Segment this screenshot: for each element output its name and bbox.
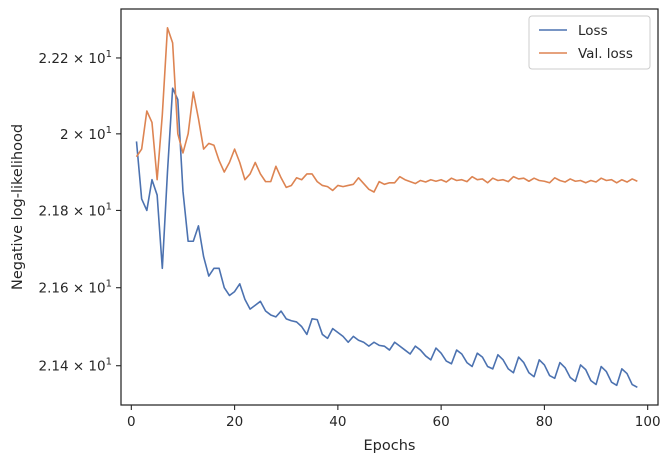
x-tick-label: 40 xyxy=(329,414,346,430)
y-tick-label: 2.14 × 101 xyxy=(38,357,112,375)
x-axis-label: Epochs xyxy=(364,438,416,454)
plot-frame xyxy=(120,8,659,406)
legend-label-val-loss: Val. loss xyxy=(578,46,633,62)
x-axis: 0 20 40 60 80 100 xyxy=(127,405,661,430)
y-tick-label: 2 × 101 xyxy=(60,125,112,143)
y-tick-label: 2.16 × 101 xyxy=(38,279,112,297)
legend: Loss Val. loss xyxy=(528,15,651,70)
series-line-val-loss xyxy=(135,26,638,193)
y-tick-label: 2.18 × 101 xyxy=(38,201,112,219)
y-tick-label: 2.22 × 101 xyxy=(38,49,112,67)
plot-lines xyxy=(135,26,638,389)
x-tick-label: 20 xyxy=(226,414,243,430)
y-axis: 2.14 × 101 2.16 × 101 2.18 × 101 2 × 101 2.2… xyxy=(38,49,121,375)
x-tick-label: 80 xyxy=(536,414,553,430)
legend-label-loss: Loss xyxy=(578,23,608,39)
y-axis-label: Negative log-likelihood xyxy=(10,124,26,290)
x-tick-label: 100 xyxy=(635,414,661,430)
x-tick-label: 60 xyxy=(433,414,450,430)
x-tick-label: 0 xyxy=(127,414,136,430)
series-line-loss xyxy=(135,87,638,389)
